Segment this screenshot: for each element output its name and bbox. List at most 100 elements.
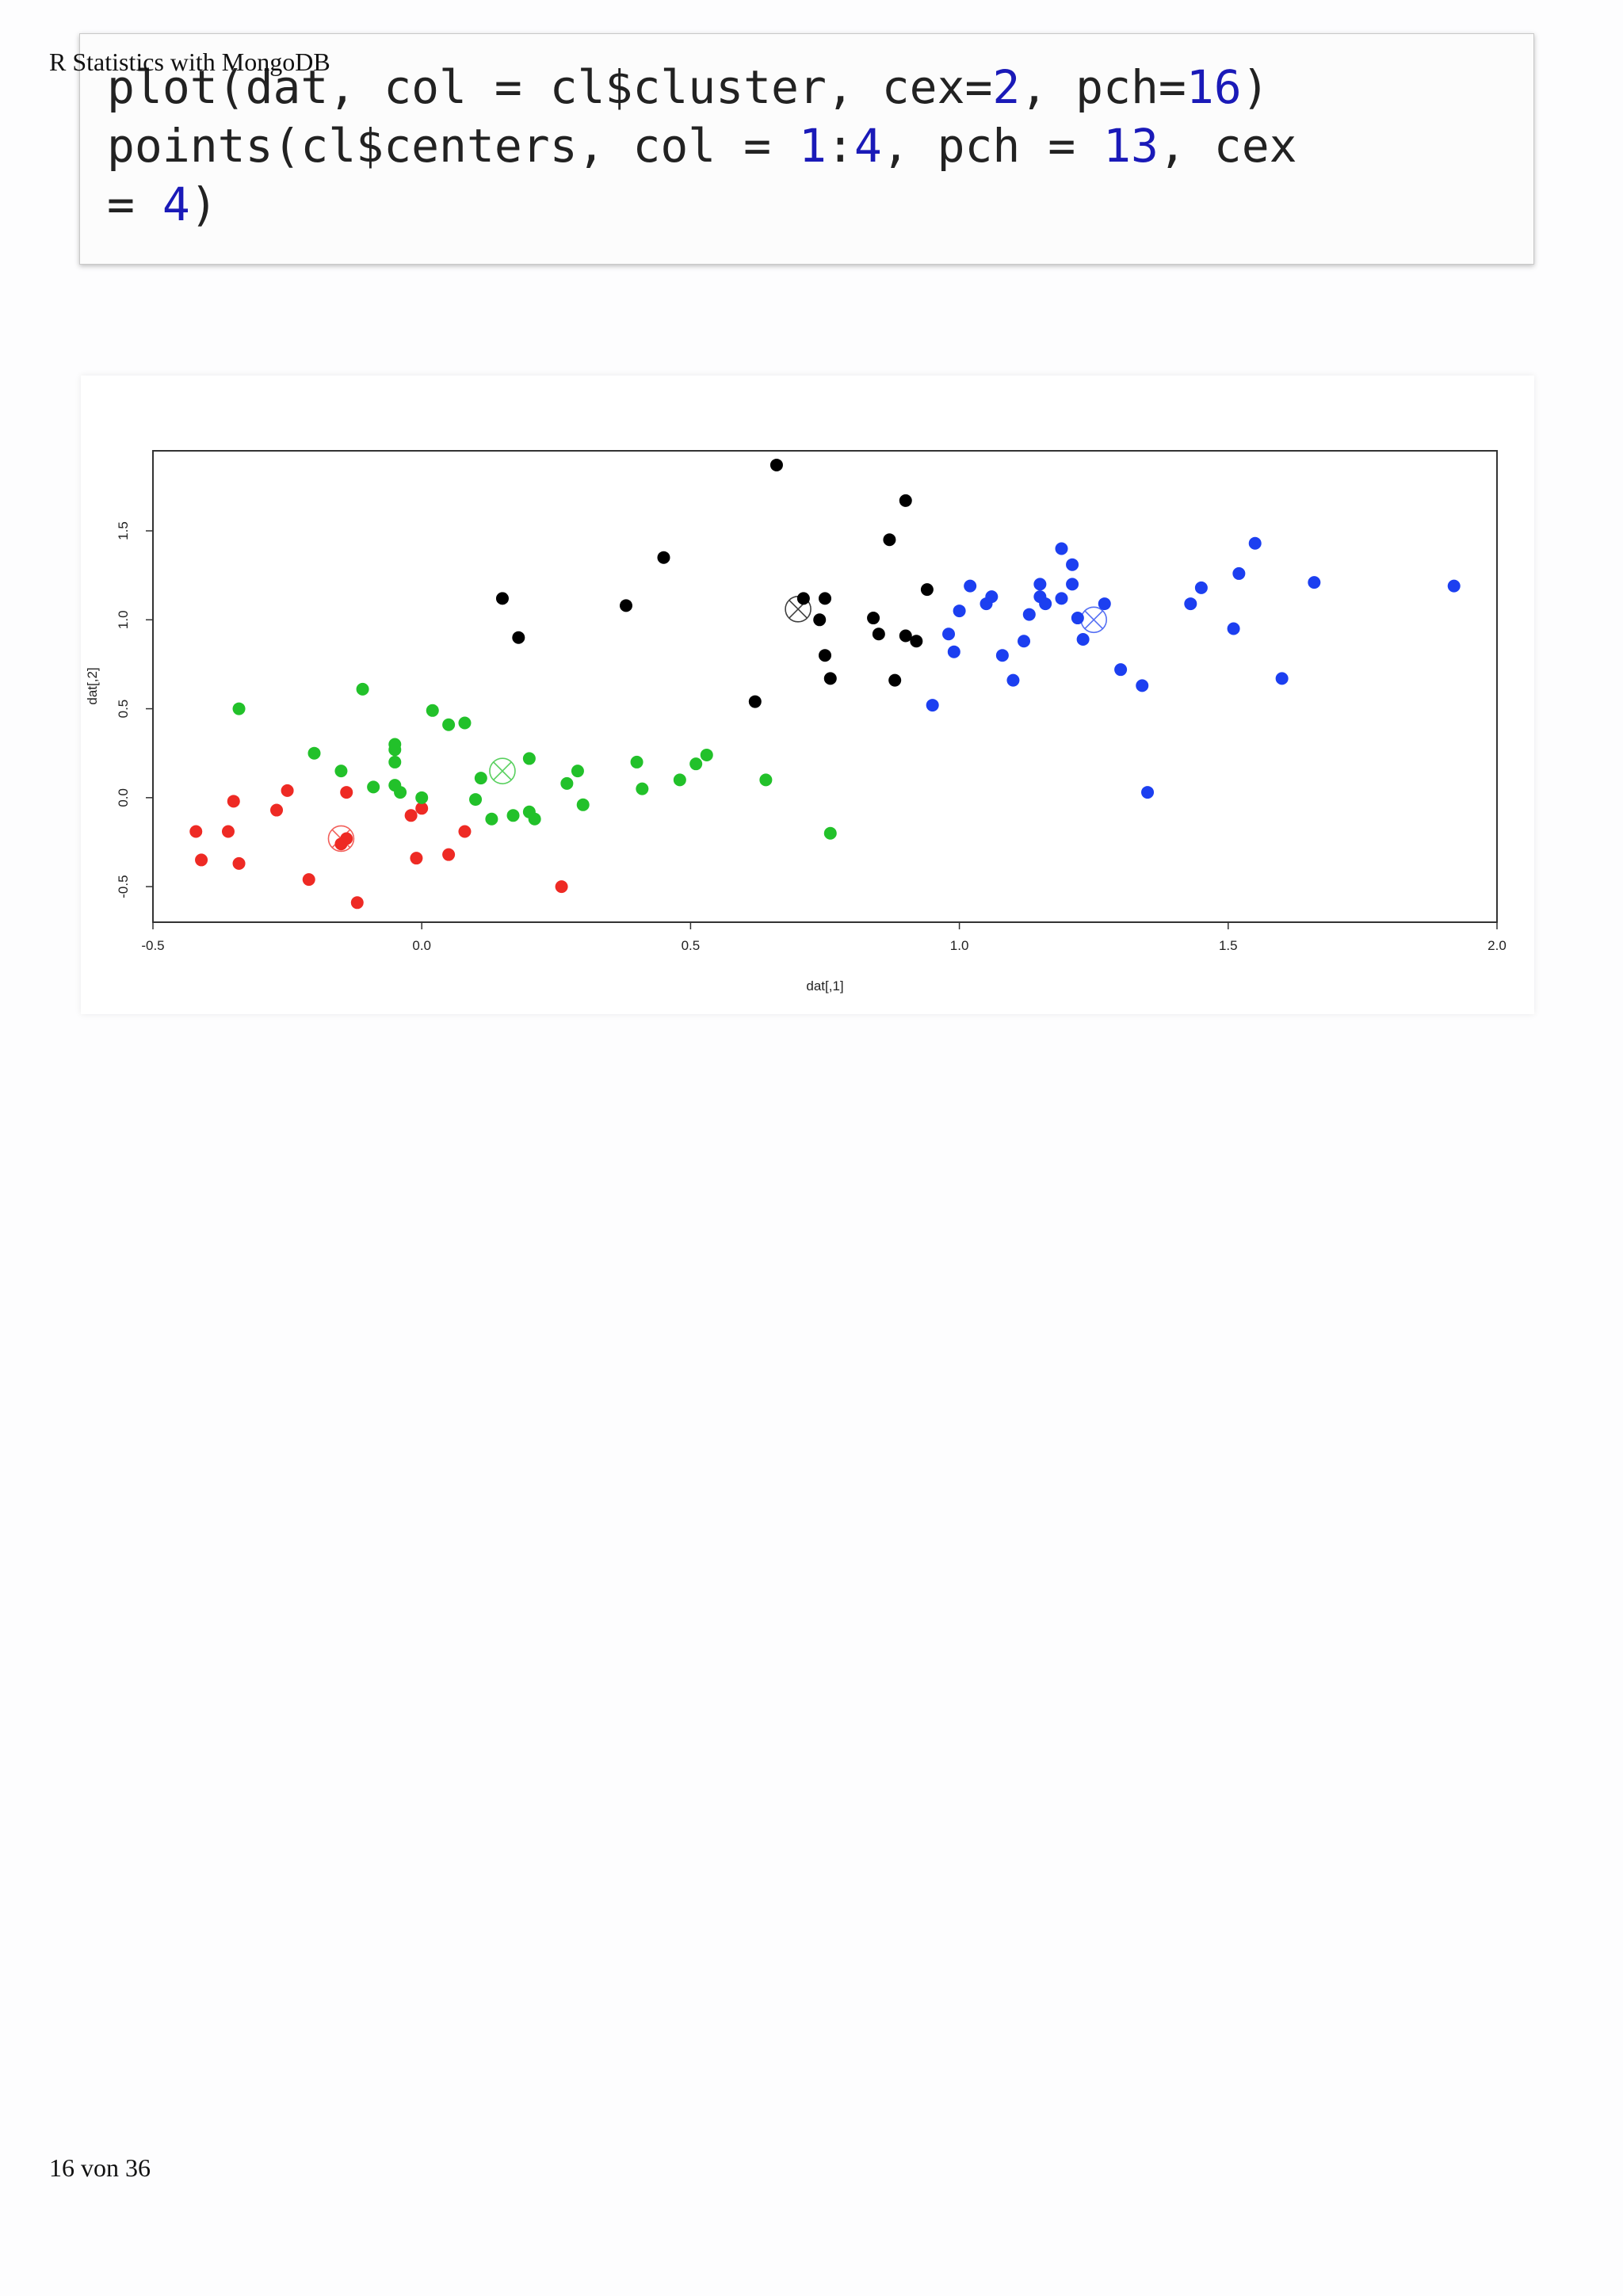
y-tick-label: 0.5 [116, 700, 131, 719]
plot-frame [152, 450, 1498, 923]
data-point [1114, 663, 1128, 677]
data-point [302, 873, 315, 887]
data-point [759, 773, 773, 787]
data-point [689, 757, 703, 771]
line2-token: , pch = [881, 119, 1104, 173]
data-point [485, 812, 498, 826]
data-point [1076, 633, 1090, 646]
data-point [819, 649, 831, 662]
data-point [796, 592, 810, 605]
data-point [512, 631, 525, 644]
cluster-center-marker [489, 757, 516, 784]
data-point [953, 605, 966, 618]
data-point [657, 551, 670, 564]
data-point [356, 682, 369, 696]
data-point [388, 738, 402, 751]
line3-token: 4 [162, 177, 190, 231]
data-point [910, 635, 923, 648]
data-point [528, 812, 541, 826]
x-tick-label: 1.0 [950, 938, 969, 953]
line1-token: 16 [1186, 60, 1242, 114]
data-point [1022, 608, 1036, 621]
x-tick-label: 2.0 [1487, 938, 1507, 953]
page-footer: 16 von 36 [49, 2153, 151, 2182]
data-point [1018, 635, 1031, 648]
data-point [926, 699, 939, 712]
data-point [495, 592, 509, 605]
data-point [458, 825, 472, 838]
line3-token: ) [189, 177, 218, 231]
data-point [388, 755, 402, 769]
data-point [394, 786, 407, 799]
data-point [1066, 578, 1079, 591]
page-header: R Statistics with MongoDB [49, 48, 330, 76]
line1-token: , pch= [1020, 60, 1186, 114]
data-point [1227, 622, 1240, 635]
data-point [888, 673, 902, 687]
data-point [232, 702, 246, 715]
data-point [458, 716, 472, 730]
data-point [872, 627, 885, 641]
data-point [1232, 566, 1246, 580]
data-point [189, 825, 203, 838]
line2-token: points(cl$centers, col = [107, 119, 799, 173]
data-point [227, 795, 240, 808]
data-point [1039, 597, 1052, 611]
data-point [232, 856, 246, 870]
line2-token: 4 [854, 119, 882, 173]
data-point [883, 533, 896, 547]
data-point [350, 896, 364, 910]
x-tick-label: 0.5 [682, 938, 701, 953]
data-point [410, 852, 423, 865]
data-point [367, 780, 380, 794]
data-point [221, 825, 235, 838]
data-point [823, 672, 837, 685]
data-point [474, 772, 487, 785]
line1-token: 2 [992, 60, 1021, 114]
data-point [469, 793, 483, 807]
y-tick-label: 1.0 [116, 610, 131, 629]
data-point [522, 752, 536, 765]
data-point [1055, 542, 1068, 555]
data-point [340, 786, 353, 799]
data-point [748, 695, 762, 708]
data-point [673, 773, 686, 787]
data-point [1055, 592, 1068, 605]
data-point [281, 784, 294, 797]
y-tick-label: 0.0 [116, 788, 131, 807]
line1-token: plot(dat, col = cl$cluster, cex= [107, 60, 993, 114]
line2-token: , cex [1158, 119, 1297, 173]
data-point [1066, 558, 1079, 571]
x-tick-label: -0.5 [141, 938, 164, 953]
data-point [334, 837, 348, 851]
data-point [819, 592, 831, 605]
data-points [189, 458, 1461, 910]
data-point [964, 579, 977, 593]
line2-token: : [826, 119, 854, 173]
code-line-1: plot(dat, col = cl$cluster, cex=2, pch=1… [107, 58, 1533, 116]
data-point [195, 853, 208, 867]
data-point [506, 809, 520, 822]
y-tick-label: -0.5 [116, 875, 131, 898]
data-point [404, 809, 418, 822]
data-point [1033, 578, 1047, 591]
data-point [813, 613, 827, 627]
data-point [426, 704, 439, 717]
data-point [700, 748, 713, 761]
x-axis-title: dat[,1] [806, 978, 843, 994]
data-point [1136, 679, 1149, 692]
data-point [985, 590, 999, 604]
data-point [1194, 581, 1208, 594]
data-point [576, 798, 590, 811]
y-axis-title: dat[,2] [85, 667, 100, 704]
data-point [619, 599, 632, 612]
data-point [415, 791, 429, 804]
scatter-plot: -0.5 0.0 0.5 1.0 1.5 2.0 -0.5 0.0 0.5 1.0 1.5 dat… [85, 450, 1507, 994]
data-point [334, 765, 348, 778]
line2-token: 1 [798, 119, 827, 173]
data-point [899, 629, 912, 643]
data-point [1141, 786, 1155, 799]
data-point [630, 755, 643, 769]
data-point [1184, 597, 1197, 611]
data-point [769, 458, 783, 471]
